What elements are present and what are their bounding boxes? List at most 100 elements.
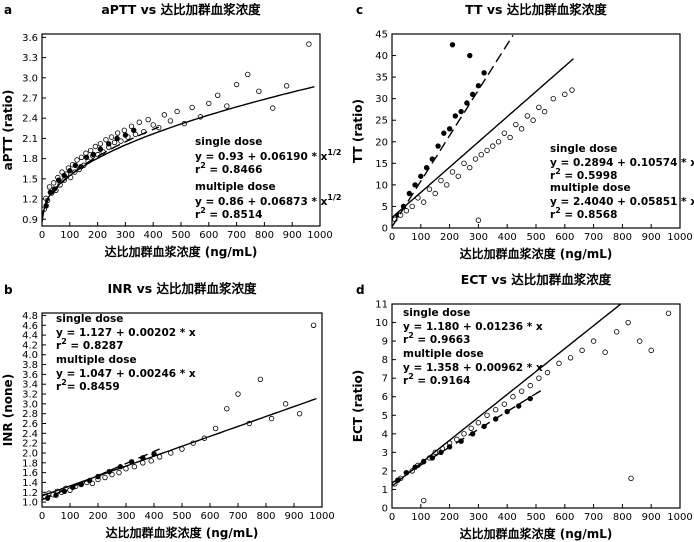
plot-area bbox=[42, 41, 315, 223]
data-point-open bbox=[128, 123, 135, 129]
data-point-open bbox=[484, 147, 490, 154]
y-tick-label: 2.4 bbox=[22, 429, 38, 440]
data-point-open bbox=[46, 184, 53, 190]
y-tick-label: 0 bbox=[382, 504, 388, 515]
x-tick-label: 500 bbox=[526, 512, 545, 523]
data-point-open bbox=[233, 81, 240, 88]
data-point-open bbox=[108, 134, 115, 140]
y-tick-label: 4.6 bbox=[22, 321, 38, 332]
data-point-open bbox=[562, 91, 568, 98]
x-tick-label: 400 bbox=[498, 512, 517, 523]
annotation-equation: y = 0.86 + 0.06873 * x1/2 bbox=[195, 193, 341, 208]
annotation-r2: r2 = 0.9164 bbox=[403, 372, 470, 387]
x-tick-label: 600 bbox=[199, 230, 218, 241]
x-tick-label: 200 bbox=[88, 511, 107, 522]
y-tick-label: 10 bbox=[375, 318, 388, 329]
data-point-open bbox=[74, 157, 80, 163]
x-axis-label: 达比加群血浆浓度 (ng/mL) bbox=[460, 246, 613, 261]
y-tick-label: 45 bbox=[375, 30, 388, 41]
chart-panel-a: a aPTT vs 达比加群血浆浓度 0 100 200 300 400 500 600 700 8… bbox=[1, 2, 341, 259]
y-tick-label: 3.6 bbox=[22, 370, 38, 381]
data-point-open bbox=[602, 349, 608, 355]
panel-label: a bbox=[4, 3, 12, 17]
y-tick-label: 10 bbox=[375, 180, 388, 191]
y-tick-label: 5 bbox=[382, 411, 388, 422]
data-point-filled bbox=[83, 154, 90, 160]
data-point-filled bbox=[53, 492, 59, 498]
x-axis-label: 达比加群血浆浓度 (ng/mL) bbox=[106, 525, 259, 540]
x-tick-label: 100 bbox=[60, 230, 79, 241]
data-point-open bbox=[472, 156, 479, 162]
panel-label: d bbox=[356, 283, 365, 297]
data-point-open bbox=[214, 92, 221, 99]
y-tick-label: 8 bbox=[382, 355, 388, 366]
data-point-open bbox=[306, 41, 312, 47]
x-tick-label: 900 bbox=[284, 511, 303, 522]
y-axis-label: TT (ratio) bbox=[351, 99, 365, 163]
annotation-heading: multiple dose bbox=[550, 182, 631, 194]
annotation-heading: multiple dose bbox=[195, 181, 276, 193]
data-point-open bbox=[245, 71, 251, 78]
x-tick-label: 700 bbox=[227, 230, 246, 241]
data-point-open bbox=[136, 119, 142, 125]
data-point-open bbox=[174, 108, 180, 115]
y-tick-label: 2 bbox=[382, 466, 388, 477]
data-point-open bbox=[78, 154, 85, 160]
data-point-open bbox=[114, 130, 121, 136]
plot-area bbox=[42, 322, 317, 501]
data-point-open bbox=[541, 108, 548, 115]
data-point-open bbox=[518, 388, 525, 394]
data-point-open bbox=[167, 118, 174, 124]
data-point-filled bbox=[527, 395, 533, 402]
data-point-open bbox=[579, 347, 585, 354]
data-point-open bbox=[495, 139, 502, 145]
data-point-open bbox=[224, 103, 230, 109]
y-tick-label: 3.3 bbox=[22, 53, 38, 64]
x-tick-label: 400 bbox=[498, 232, 517, 243]
y-tick-label: 6 bbox=[382, 392, 388, 403]
data-point-open bbox=[490, 143, 496, 149]
y-tick-label: 1 bbox=[382, 485, 388, 496]
data-point-open bbox=[103, 137, 109, 143]
y-tick-label: 2.2 bbox=[22, 439, 38, 450]
data-point-filled bbox=[464, 100, 470, 106]
data-point-filled bbox=[106, 141, 112, 147]
y-tick-label: 2.6 bbox=[22, 419, 38, 430]
data-point-open bbox=[648, 347, 654, 354]
data-point-filled bbox=[467, 52, 473, 59]
y-tick-label: 1.8 bbox=[22, 154, 38, 165]
x-tick-label: 0 bbox=[39, 230, 45, 241]
data-point-open bbox=[283, 83, 290, 89]
data-point-open bbox=[625, 319, 631, 326]
data-point-filled bbox=[458, 108, 464, 115]
data-point-filled bbox=[412, 182, 418, 188]
y-tick-label: 1.4 bbox=[22, 478, 38, 489]
annotation-heading: single dose bbox=[403, 307, 470, 319]
x-tick-label: 300 bbox=[116, 230, 135, 241]
data-point-open bbox=[544, 369, 551, 376]
data-point-open bbox=[268, 415, 275, 422]
data-point-filled bbox=[72, 162, 79, 169]
data-point-open bbox=[628, 475, 634, 482]
x-tick-label: 0 bbox=[389, 512, 395, 523]
y-tick-label: 4.8 bbox=[22, 311, 38, 322]
x-tick-label: 600 bbox=[200, 511, 219, 522]
y-tick-label: 20 bbox=[375, 137, 388, 148]
fit-line-dashed bbox=[42, 448, 160, 501]
x-tick-label: 800 bbox=[613, 232, 632, 243]
data-point-open bbox=[206, 100, 212, 107]
annotation-equation: y = 1.047 + 0.00246 * x bbox=[56, 368, 196, 380]
x-axis-label: 达比加群血浆浓度 (ng/mL) bbox=[460, 526, 613, 541]
y-tick-label: 1.8 bbox=[22, 458, 38, 469]
data-point-filled bbox=[90, 151, 97, 158]
y-tick-label: 9 bbox=[382, 337, 388, 348]
x-tick-label: 400 bbox=[144, 230, 163, 241]
data-point-open bbox=[569, 87, 575, 93]
y-tick-label: 2.0 bbox=[22, 448, 38, 459]
data-point-open bbox=[438, 177, 444, 184]
data-point-open bbox=[513, 121, 519, 128]
annotation-r2: r2 = 0.5998 bbox=[550, 167, 617, 182]
x-tick-label: 300 bbox=[116, 511, 135, 522]
annotation-r2: r2 = 0.8568 bbox=[550, 206, 617, 221]
x-tick-label: 600 bbox=[555, 512, 574, 523]
